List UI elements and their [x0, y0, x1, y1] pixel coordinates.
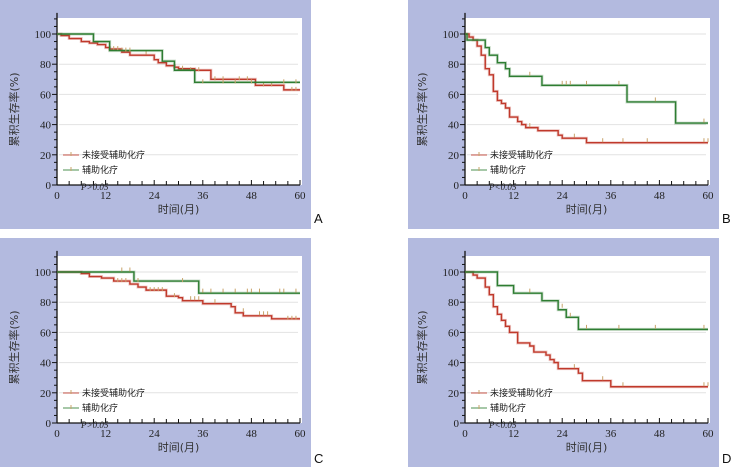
panel-d: 0 20 40 60 80 100 0 12 24 36 48 60 时间(月) 累积生存率(%) 未接受辅… [408, 238, 719, 467]
panel-a: 0 20 40 60 80 100 0 12 24 36 48 60 时间(月) 累积生存率(%) 未接受辅… [0, 0, 311, 229]
y-tick-label: 60 [40, 89, 52, 101]
panel-c: 0 20 40 60 80 100 0 12 24 36 48 60 时间(月) 累积生存率(%) 未接受辅… [0, 238, 311, 467]
x-tick-label: 24 [149, 428, 161, 440]
x-tick-label: 36 [605, 190, 617, 202]
panel-label-a: A [314, 211, 323, 226]
y-axis-title: 累积生存率(%) [415, 310, 429, 384]
y-tick-label: 80 [448, 297, 460, 309]
y-tick-label: 100 [443, 267, 460, 279]
x-axis-title: 时间(月) [158, 441, 200, 454]
y-tick-label: 40 [448, 120, 460, 132]
y-tick-label: 100 [35, 267, 52, 279]
x-axis-title: 时间(月) [566, 203, 608, 216]
x-tick-label: 0 [462, 190, 468, 202]
survival-curve-chemo [57, 33, 300, 84]
km-chart-b: 0 20 40 60 80 100 0 12 24 36 48 60 时间(月) 累积生存率(%) 未接受辅… [415, 12, 715, 216]
legend-label-chemo: 辅助化疗 [82, 402, 118, 414]
y-tick-label: 40 [40, 358, 52, 370]
y-axis-title: 累积生存率(%) [415, 72, 429, 146]
x-tick-label: 36 [197, 190, 209, 202]
panel-label-d: D [722, 451, 732, 466]
x-tick-label: 48 [654, 428, 666, 440]
x-tick-label: 60 [295, 428, 307, 440]
km-chart-d: 0 20 40 60 80 100 0 12 24 36 48 60 时间(月) 累积生存率(%) 未接受辅… [415, 250, 715, 454]
legend-label-no-chemo: 未接受辅助化疗 [82, 149, 145, 161]
x-tick-label: 60 [703, 428, 715, 440]
plot-area [57, 18, 302, 185]
x-axis-title: 时间(月) [566, 441, 608, 454]
plot-area [57, 256, 302, 423]
y-tick-label: 100 [443, 29, 460, 41]
y-tick-label: 20 [448, 150, 460, 162]
legend-label-no-chemo: 未接受辅助化疗 [490, 149, 553, 161]
y-tick-label: 80 [40, 297, 52, 309]
p-value: P<0.05 [488, 420, 517, 430]
y-tick-label: 60 [448, 89, 460, 101]
survival-curve-no-chemo [57, 33, 300, 91]
y-tick-label: 0 [46, 180, 52, 192]
y-tick-label: 20 [40, 150, 52, 162]
x-tick-label: 36 [197, 428, 209, 440]
x-tick-label: 48 [246, 428, 258, 440]
survival-curve-no-chemo [57, 271, 300, 320]
p-value: P>0.05 [80, 182, 109, 192]
panel-label-b: B [722, 211, 731, 226]
survival-curve-no-chemo [465, 271, 708, 388]
y-tick-label: 40 [448, 358, 460, 370]
x-tick-label: 48 [654, 190, 666, 202]
x-tick-label: 12 [100, 428, 111, 440]
y-tick-label: 0 [454, 180, 460, 192]
y-tick-label: 40 [40, 120, 52, 132]
y-tick-label: 20 [40, 388, 52, 400]
y-tick-label: 0 [454, 418, 460, 430]
plot-area [465, 256, 710, 423]
legend-label-chemo: 辅助化疗 [490, 164, 526, 176]
y-tick-label: 0 [46, 418, 52, 430]
x-tick-label: 24 [557, 190, 569, 202]
panel-b: 0 20 40 60 80 100 0 12 24 36 48 60 时间(月) 累积生存率(%) 未接受辅… [408, 0, 719, 229]
panel-label-c: C [314, 451, 324, 466]
p-value: P>0.05 [80, 420, 109, 430]
x-tick-label: 12 [508, 428, 519, 440]
x-tick-label: 24 [557, 428, 569, 440]
y-tick-label: 20 [448, 388, 460, 400]
y-tick-label: 80 [448, 59, 460, 71]
y-axis-title: 累积生存率(%) [7, 72, 21, 146]
x-tick-label: 0 [462, 428, 468, 440]
survival-curve-chemo [57, 271, 300, 294]
legend-label-chemo: 辅助化疗 [490, 402, 526, 414]
y-tick-label: 60 [448, 327, 460, 339]
legend-label-no-chemo: 未接受辅助化疗 [490, 387, 553, 399]
x-tick-label: 60 [295, 190, 307, 202]
x-tick-label: 24 [149, 190, 161, 202]
survival-curve-chemo [465, 33, 708, 124]
legend-label-chemo: 辅助化疗 [82, 164, 118, 176]
survival-curve-no-chemo [465, 33, 708, 144]
x-tick-label: 0 [54, 190, 60, 202]
x-axis-title: 时间(月) [158, 203, 200, 216]
legend-label-no-chemo: 未接受辅助化疗 [82, 387, 145, 399]
x-tick-label: 12 [100, 190, 111, 202]
x-tick-label: 12 [508, 190, 519, 202]
x-tick-label: 0 [54, 428, 60, 440]
x-tick-label: 48 [246, 190, 258, 202]
y-tick-label: 80 [40, 59, 52, 71]
x-tick-label: 36 [605, 428, 617, 440]
km-chart-c: 0 20 40 60 80 100 0 12 24 36 48 60 时间(月) 累积生存率(%) 未接受辅… [7, 250, 307, 454]
y-tick-label: 100 [35, 29, 52, 41]
p-value: P<0.05 [488, 182, 517, 192]
y-tick-label: 60 [40, 327, 52, 339]
x-tick-label: 60 [703, 190, 715, 202]
survival-curve-chemo [465, 271, 708, 331]
km-chart-a: 0 20 40 60 80 100 0 12 24 36 48 60 时间(月) 累积生存率(%) 未接受辅… [7, 12, 307, 216]
y-axis-title: 累积生存率(%) [7, 310, 21, 384]
